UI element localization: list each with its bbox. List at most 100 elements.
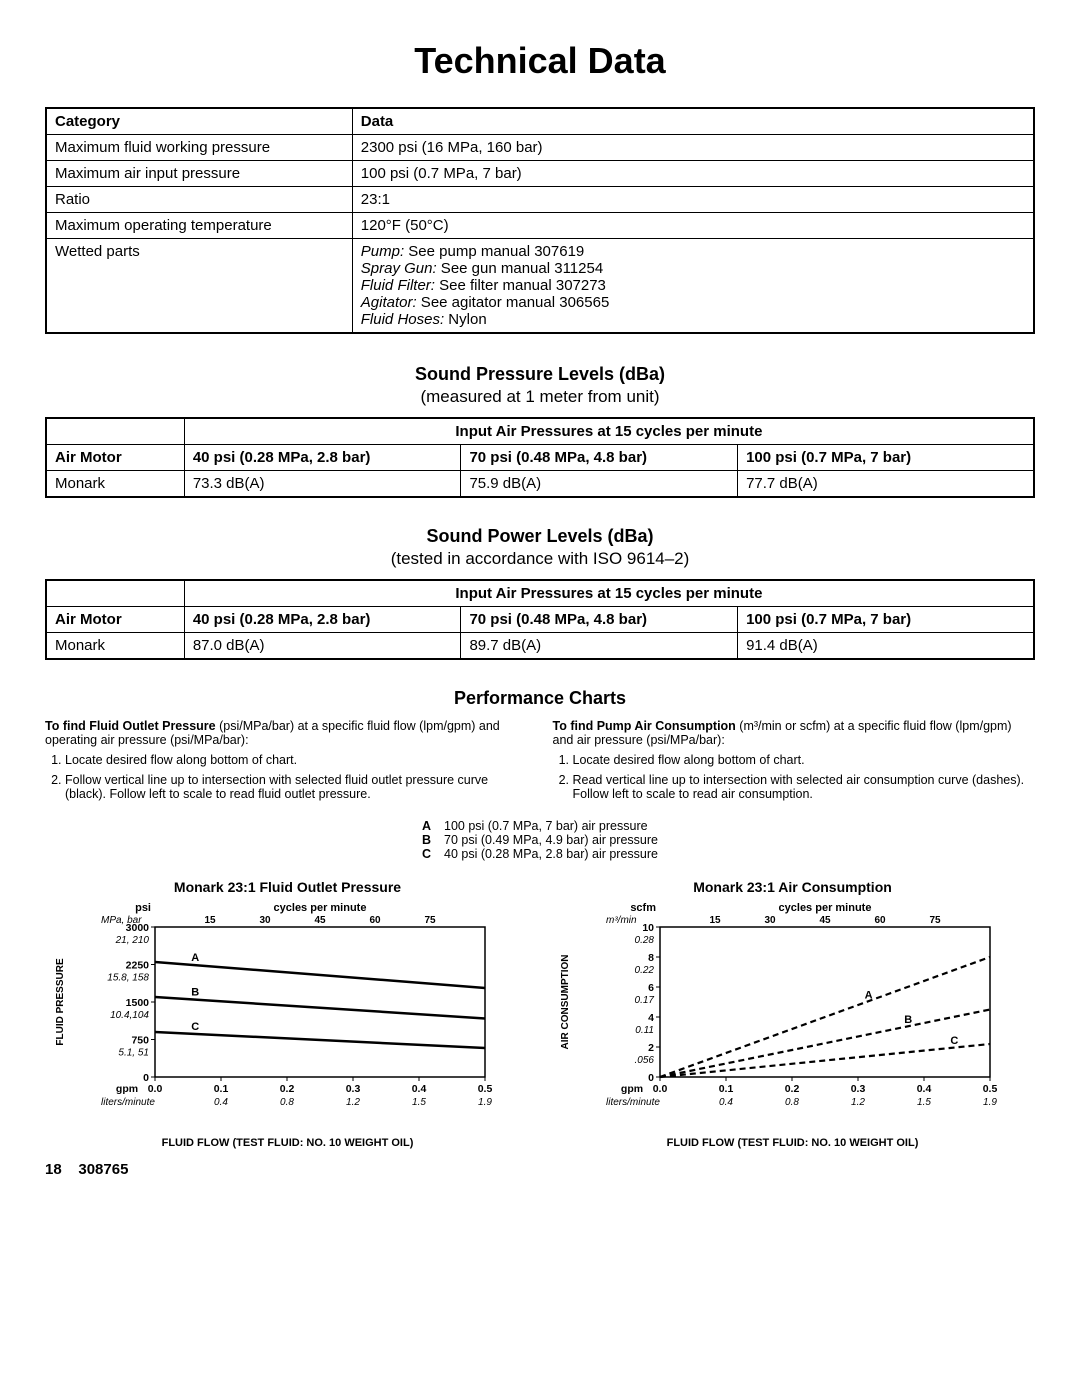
svg-text:scfm: scfm [630,902,656,914]
sound-col: 100 psi (0.7 MPa, 7 bar) [738,445,1034,471]
svg-text:6: 6 [648,982,654,994]
svg-text:0.0: 0.0 [148,1083,163,1095]
page-title: Technical Data [45,40,1035,82]
chart-right-title: Monark 23:1 Air Consumption [550,879,1035,895]
svg-text:FLUID PRESSURE: FLUID PRESSURE [55,958,66,1046]
svg-text:10: 10 [642,922,654,934]
svg-text:0.8: 0.8 [280,1097,294,1108]
instr-right-lead-bold: To find Pump Air Consumption [553,719,736,733]
svg-text:liters/minute: liters/minute [101,1097,155,1108]
sound-val: 89.7 dB(A) [461,633,738,660]
sound-val: 73.3 dB(A) [184,471,461,498]
svg-text:B: B [904,1014,912,1026]
svg-text:liters/minute: liters/minute [606,1097,660,1108]
svg-text:1.5: 1.5 [412,1097,426,1108]
svg-text:C: C [950,1035,958,1047]
svg-text:1500: 1500 [126,997,150,1009]
legend: A100 psi (0.7 MPa, 7 bar) air pressureB7… [45,819,1035,861]
svg-text:gpm: gpm [116,1083,138,1095]
instr-step: Read vertical line up to intersection wi… [573,773,1036,801]
spec-cell-wetted: Pump: See pump manual 307619Spray Gun: S… [352,239,1034,334]
chart-right: scfmm³/mincycles per minute1530456075100… [550,899,1030,1129]
svg-text:1.9: 1.9 [478,1097,492,1108]
svg-text:1.2: 1.2 [346,1097,360,1108]
svg-text:1.9: 1.9 [983,1097,997,1108]
svg-text:15: 15 [204,915,216,926]
sound-col0: Air Motor [46,445,184,471]
svg-text:15: 15 [709,915,721,926]
chart-left-title: Monark 23:1 Fluid Outlet Pressure [45,879,530,895]
svg-text:gpm: gpm [621,1083,643,1095]
svg-text:cycles per minute: cycles per minute [274,902,367,914]
svg-text:C: C [191,1021,199,1033]
svg-text:45: 45 [819,915,831,926]
svg-text:B: B [191,986,199,998]
spec-header-category: Category [46,108,352,135]
footer-page-num: 18 [45,1161,62,1178]
sound-col: 70 psi (0.48 MPa, 4.8 bar) [461,445,738,471]
sound-power-heading: Sound Power Levels (dBa) [45,526,1035,547]
footer-doc-num: 308765 [78,1161,128,1178]
sound-row-label: Monark [46,471,184,498]
sound-power-table: Input Air Pressures at 15 cycles per min… [45,579,1035,660]
instructions-row: To find Fluid Outlet Pressure (psi/MPa/b… [45,719,1035,807]
instr-step: Locate desired flow along bottom of char… [573,753,1036,767]
svg-text:cycles per minute: cycles per minute [779,902,872,914]
svg-text:0.4: 0.4 [412,1083,427,1095]
svg-text:4: 4 [648,1012,654,1024]
svg-text:30: 30 [259,915,271,926]
svg-text:3000: 3000 [126,922,150,934]
spec-cell: Wetted parts [46,239,352,334]
svg-text:0.2: 0.2 [785,1083,800,1095]
spec-cell: 120°F (50°C) [352,213,1034,239]
sound-col: 70 psi (0.48 MPa, 4.8 bar) [461,607,738,633]
spec-cell: Maximum operating temperature [46,213,352,239]
svg-text:0.4: 0.4 [719,1097,733,1108]
sound-col: 40 psi (0.28 MPa, 2.8 bar) [184,607,461,633]
svg-text:8: 8 [648,952,654,964]
svg-text:750: 750 [131,1035,149,1047]
spec-cell: 23:1 [352,187,1034,213]
sound-val: 87.0 dB(A) [184,633,461,660]
svg-text:21, 210: 21, 210 [115,935,150,946]
sound-col: 40 psi (0.28 MPa, 2.8 bar) [184,445,461,471]
svg-text:0.1: 0.1 [214,1083,229,1095]
sound-group-header: Input Air Pressures at 15 cycles per min… [184,418,1034,445]
svg-text:1.5: 1.5 [917,1097,931,1108]
spec-cell: 100 psi (0.7 MPa, 7 bar) [352,161,1034,187]
sound-col0: Air Motor [46,607,184,633]
svg-text:0.28: 0.28 [635,935,655,946]
svg-text:1.2: 1.2 [851,1097,865,1108]
svg-text:0.4: 0.4 [214,1097,228,1108]
sound-pressure-heading: Sound Pressure Levels (dBa) [45,364,1035,385]
svg-text:A: A [865,990,873,1002]
spec-header-data: Data [352,108,1034,135]
sound-row-label: Monark [46,633,184,660]
spec-table: Category Data Maximum fluid working pres… [45,107,1035,334]
sound-val: 91.4 dB(A) [738,633,1034,660]
svg-text:2: 2 [648,1042,654,1054]
sound-power-sub: (tested in accordance with ISO 9614–2) [45,549,1035,569]
instr-step: Locate desired flow along bottom of char… [65,753,528,767]
sound-col: 100 psi (0.7 MPa, 7 bar) [738,607,1034,633]
svg-text:75: 75 [424,915,436,926]
instr-step: Follow vertical line up to intersection … [65,773,528,801]
svg-text:AIR CONSUMPTION: AIR CONSUMPTION [560,955,571,1050]
sound-pressure-sub: (measured at 1 meter from unit) [45,387,1035,407]
sound-group-header: Input Air Pressures at 15 cycles per min… [184,580,1034,607]
chart-right-footer: FLUID FLOW (TEST FLUID: NO. 10 WEIGHT OI… [550,1137,1035,1149]
svg-text:45: 45 [314,915,326,926]
svg-text:psi: psi [135,902,151,914]
svg-text:0.3: 0.3 [346,1083,361,1095]
sound-pressure-table: Input Air Pressures at 15 cycles per min… [45,417,1035,498]
svg-text:60: 60 [369,915,381,926]
svg-text:0.5: 0.5 [983,1083,998,1095]
svg-text:10.4,104: 10.4,104 [110,1010,149,1021]
svg-text:0.22: 0.22 [635,965,655,976]
svg-text:0.2: 0.2 [280,1083,295,1095]
svg-text:.056: .056 [635,1055,655,1066]
svg-text:A: A [191,952,199,964]
svg-text:0.0: 0.0 [653,1083,668,1095]
spec-cell: Maximum air input pressure [46,161,352,187]
performance-heading: Performance Charts [45,688,1035,709]
